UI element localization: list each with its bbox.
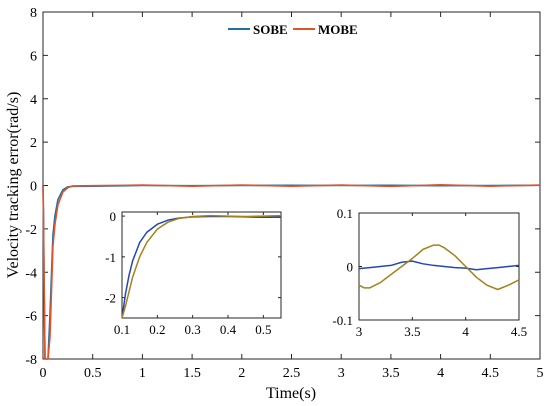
main-y-tick-label: 0 (30, 180, 37, 195)
main-series-mobe-line (42, 184, 541, 360)
main-x-axis: 0 0.5 1 1.5 2 2.5 3 3.5 4 4.5 5 (40, 12, 544, 381)
main-x-tick-label: 5 (537, 366, 544, 381)
main-x-tick-label: 3 (338, 366, 345, 381)
main-y-tick-label: 4 (30, 93, 37, 108)
inset1-x-tick-label: 0.4 (220, 322, 237, 337)
inset1-x-tick-label: 0.2 (149, 322, 165, 337)
inset1-y-tick-label: -1 (105, 250, 116, 265)
inset1-x-tick-label: 0.1 (114, 322, 130, 337)
inset2-x-tick-label: 3 (356, 324, 363, 339)
inset2-x-tick-label: 3.5 (404, 324, 420, 339)
inset-1-series-group (121, 214, 282, 319)
inset-2-y-axis: -0.1 0 0.1 (332, 206, 519, 328)
inset-2-series-group (358, 244, 520, 291)
inset2-series-sobe-line (358, 260, 520, 271)
main-y-tick-label: -2 (25, 223, 37, 238)
inset2-y-tick-label: 0 (347, 260, 354, 275)
inset1-series-mobe-line (121, 214, 282, 319)
inset-1-frame (121, 211, 282, 319)
main-x-tick-label: 2.5 (283, 366, 301, 381)
inset1-y-tick-label: 0 (110, 209, 117, 224)
main-y-tick-label: -6 (25, 310, 37, 325)
main-x-tick-label: 0 (40, 366, 47, 381)
inset2-series-mobe-line (358, 244, 520, 291)
legend-sobe-label: SOBE (253, 22, 288, 37)
inset1-x-tick-label: 0.3 (185, 322, 201, 337)
main-series-group (42, 184, 541, 360)
main-y-tick-label: -4 (25, 266, 37, 281)
main-y-tick-label: 8 (30, 6, 37, 21)
x-axis-label: Time(s) (266, 385, 316, 402)
inset2-x-tick-label: 4 (462, 324, 469, 339)
main-y-tick-label: -8 (25, 353, 37, 368)
inset2-y-tick-label: -0.1 (332, 313, 353, 328)
main-x-tick-label: 1.5 (183, 366, 201, 381)
main-x-tick-label: 2 (238, 366, 245, 381)
main-y-tick-label: 6 (30, 49, 37, 64)
inset1-y-tick-label: -2 (105, 291, 116, 306)
y-axis-label: Velocity tracking error(rad/s) (5, 92, 22, 279)
main-x-tick-label: 4.5 (482, 366, 500, 381)
main-y-tick-label: 2 (30, 136, 37, 151)
main-x-tick-label: 3.5 (382, 366, 400, 381)
main-x-tick-label: 4 (437, 366, 444, 381)
inset2-x-tick-label: 4.5 (511, 324, 527, 339)
main-x-tick-label: 1 (139, 366, 146, 381)
legend-mobe-label: MOBE (318, 22, 358, 37)
inset-1-x-axis: 0.1 0.2 0.3 0.4 0.5 (114, 212, 271, 337)
main-x-tick-label: 0.5 (84, 366, 102, 381)
inset1-x-tick-label: 0.5 (255, 322, 271, 337)
inset2-y-tick-label: 0.1 (337, 206, 353, 221)
legend: SOBE MOBE (223, 19, 364, 39)
inset-2-x-axis: 3 3.5 4 4.5 (356, 213, 527, 339)
